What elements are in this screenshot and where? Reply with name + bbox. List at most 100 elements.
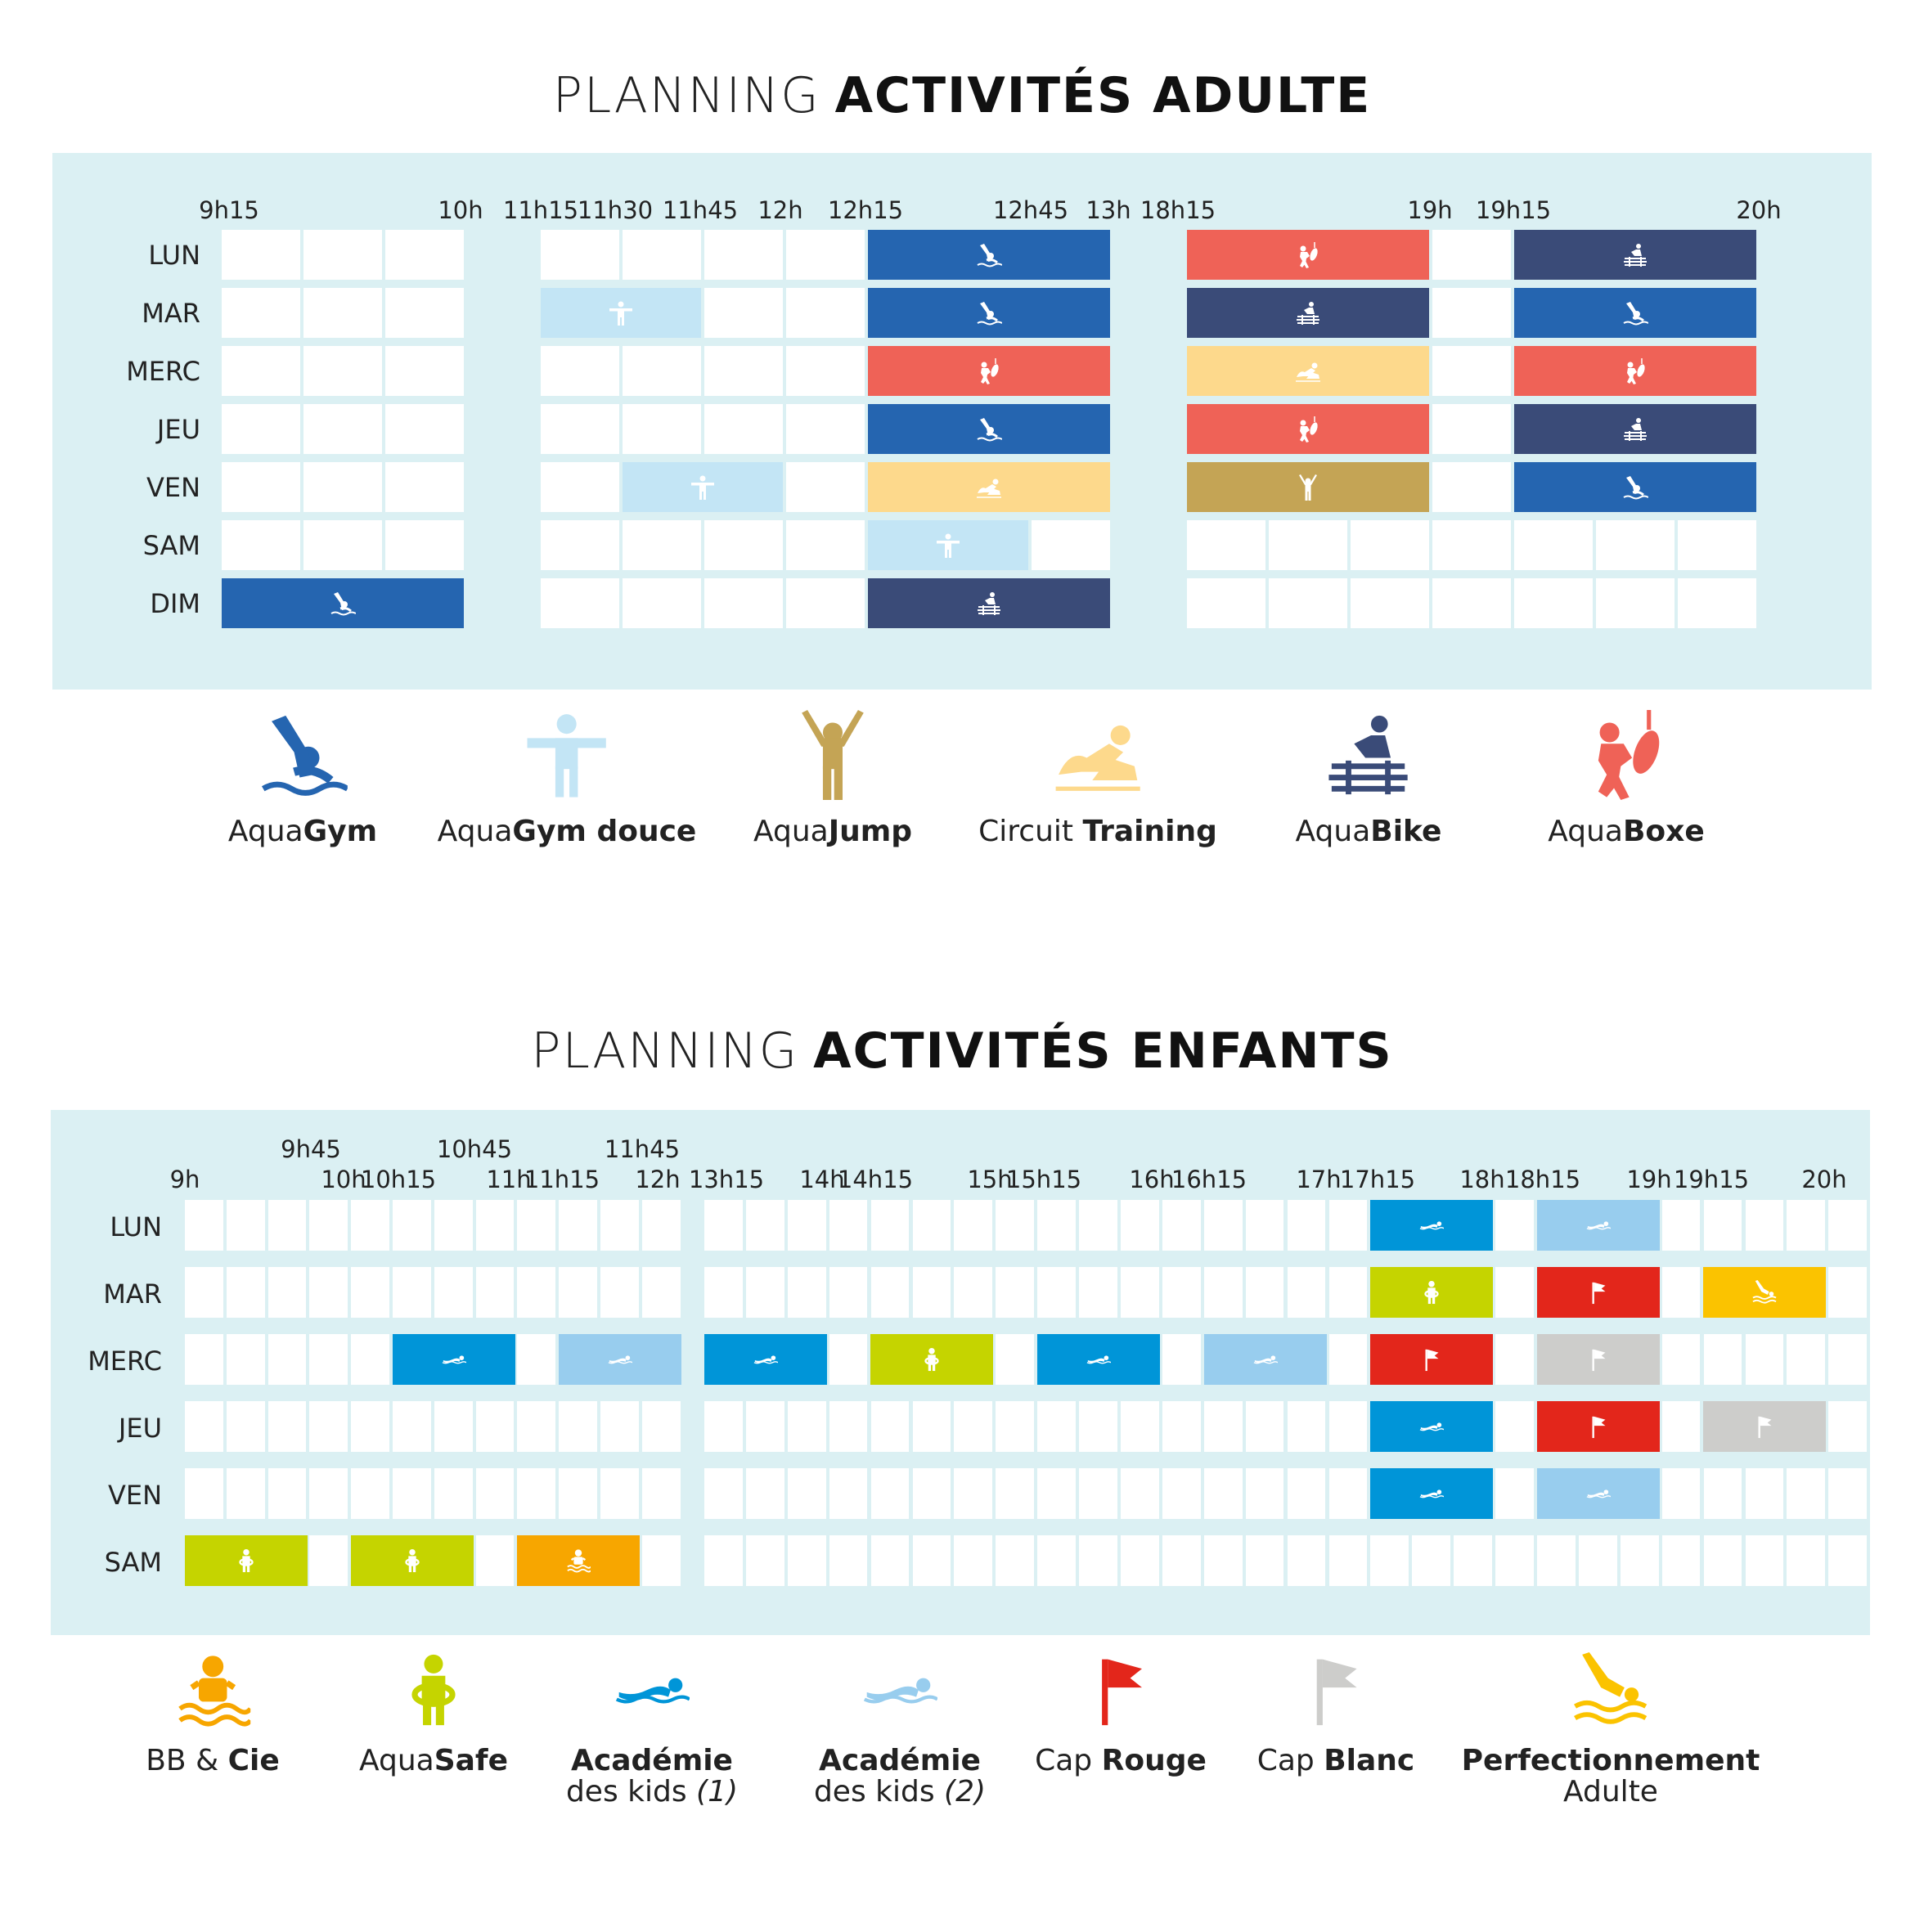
child-ring-icon	[919, 1347, 944, 1372]
adult-slot-aquaboxe[interactable]	[1514, 346, 1756, 396]
kids-empty-slot	[434, 1468, 473, 1519]
kids-slot-cap-rouge[interactable]	[1370, 1334, 1493, 1385]
kids-slot-bb-cie[interactable]	[517, 1535, 640, 1586]
legend-aquagym-douce: AquaGym douce	[438, 710, 697, 847]
adult-time-label: 12h	[757, 196, 803, 224]
adult-slot-aquagym[interactable]	[868, 404, 1110, 454]
kids-slot-academie1[interactable]	[704, 1334, 827, 1385]
adult-time-label: 10h	[438, 196, 483, 224]
adult-slot-aquaboxe[interactable]	[1187, 230, 1429, 280]
adult-slot-aquaboxe[interactable]	[1187, 404, 1429, 454]
adult-slot-aquagym-douce[interactable]	[541, 288, 701, 338]
kids-empty-slot	[912, 1200, 951, 1251]
kids-slot-cap-rouge[interactable]	[1537, 1401, 1660, 1452]
kids-empty-slot	[1495, 1334, 1534, 1385]
kids-slot-cap-rouge[interactable]	[1537, 1267, 1660, 1318]
kids-empty-slot	[1578, 1535, 1617, 1586]
kids-empty-slot	[185, 1468, 223, 1519]
kids-slot-academie1[interactable]	[1370, 1401, 1493, 1452]
kids-empty-slot	[1787, 1334, 1826, 1385]
adult-empty-slot	[1678, 578, 1756, 628]
kids-empty-slot	[954, 1468, 993, 1519]
adult-slot-aquagym[interactable]	[868, 230, 1110, 280]
kids-empty-slot	[870, 1535, 910, 1586]
kids-slot-academie2[interactable]	[1204, 1334, 1327, 1385]
adult-empty-slot	[1514, 578, 1593, 628]
adult-empty-slot	[1432, 578, 1511, 628]
kids-empty-slot	[1787, 1468, 1826, 1519]
adult-slot-circuit-training[interactable]	[1187, 346, 1429, 396]
adult-slot-aquabike[interactable]	[1514, 404, 1756, 454]
kids-empty-slot	[267, 1334, 307, 1385]
kids-empty-slot	[351, 1267, 389, 1318]
adult-slot-aquagym-douce[interactable]	[623, 462, 783, 512]
kids-empty-slot	[1121, 1200, 1159, 1251]
kids-empty-slot	[1328, 1267, 1368, 1318]
kids-empty-slot	[641, 1468, 681, 1519]
swimmer-crawl-icon	[753, 1347, 778, 1372]
kids-slot-aquasafe[interactable]	[870, 1334, 993, 1385]
kids-time-label: 14h	[799, 1166, 845, 1193]
kids-empty-slot	[1828, 1200, 1868, 1251]
kids-slot-academie1[interactable]	[1370, 1468, 1493, 1519]
legend-aquabike: AquaBike	[1296, 710, 1441, 847]
kids-empty-slot	[1703, 1468, 1742, 1519]
kids-empty-slot	[787, 1267, 826, 1318]
swimmer-crawl-light-icon	[814, 1652, 986, 1734]
kids-slot-academie2[interactable]	[1537, 1468, 1660, 1519]
adult-slot-aquabike[interactable]	[868, 578, 1110, 628]
adult-empty-slot	[541, 462, 619, 512]
legend-label-bold: Boxe	[1622, 815, 1705, 848]
swimmer-wave-icon	[976, 242, 1002, 268]
kids-empty-slot	[1328, 1200, 1368, 1251]
kids-empty-slot	[1328, 1401, 1368, 1452]
kids-empty-slot	[704, 1468, 743, 1519]
kids-slot-aquasafe[interactable]	[1370, 1267, 1493, 1318]
kids-slot-academie2[interactable]	[559, 1334, 681, 1385]
kids-slot-cap-blanc[interactable]	[1537, 1334, 1660, 1385]
kids-empty-slot	[787, 1200, 826, 1251]
legend-sublabel-italic: (1)	[696, 1775, 739, 1808]
adult-slot-aquagym-douce[interactable]	[868, 520, 1028, 570]
adult-slot-aquagym[interactable]	[222, 578, 464, 628]
kids-slot-aquasafe[interactable]	[351, 1535, 474, 1586]
kids-slot-academie1[interactable]	[1037, 1334, 1160, 1385]
adult-empty-slot	[786, 578, 865, 628]
adult-slot-aquajump[interactable]	[1187, 462, 1429, 512]
kids-slot-perfectionnement[interactable]	[1703, 1267, 1826, 1318]
kids-slot-academie2[interactable]	[1537, 1200, 1660, 1251]
red-flag-icon	[1586, 1414, 1611, 1439]
adult-slot-aquabike[interactable]	[1187, 288, 1429, 338]
kids-slot-academie1[interactable]	[1370, 1200, 1493, 1251]
adult-slot-circuit-training[interactable]	[868, 462, 1110, 512]
standing-arms-out-icon	[438, 710, 697, 808]
adult-slot-aquabike[interactable]	[1514, 230, 1756, 280]
kids-time-label: 17h	[1296, 1166, 1342, 1193]
adult-slot-aquaboxe[interactable]	[868, 346, 1110, 396]
kids-empty-slot	[1162, 1468, 1201, 1519]
adult-empty-slot	[1514, 520, 1593, 570]
kids-empty-slot	[559, 1468, 597, 1519]
kids-empty-slot	[351, 1200, 389, 1251]
swimmer-crawl-icon	[442, 1347, 466, 1372]
kids-empty-slot	[1203, 1401, 1243, 1452]
kids-slot-academie1[interactable]	[393, 1334, 515, 1385]
adult-slot-aquagym[interactable]	[868, 288, 1110, 338]
adult-day-label: VEN	[146, 472, 200, 503]
legend-label: Académie	[814, 1746, 986, 1777]
kids-empty-slot	[870, 1200, 910, 1251]
kids-day-label: JEU	[118, 1413, 162, 1444]
kids-empty-slot	[829, 1468, 868, 1519]
kids-empty-slot	[185, 1267, 223, 1318]
kids-empty-slot	[1495, 1468, 1534, 1519]
kids-slot-aquasafe[interactable]	[185, 1535, 308, 1586]
red-flag-icon	[1419, 1347, 1444, 1372]
legend-label: Perfectionnement	[1462, 1746, 1760, 1777]
kids-time-label: 10h	[321, 1166, 366, 1193]
kids-slot-cap-blanc[interactable]	[1703, 1401, 1826, 1452]
adult-empty-slot	[385, 288, 464, 338]
adult-slot-aquagym[interactable]	[1514, 462, 1756, 512]
kids-empty-slot	[870, 1401, 910, 1452]
legend-label: AquaBoxe	[1548, 816, 1705, 847]
adult-slot-aquagym[interactable]	[1514, 288, 1756, 338]
